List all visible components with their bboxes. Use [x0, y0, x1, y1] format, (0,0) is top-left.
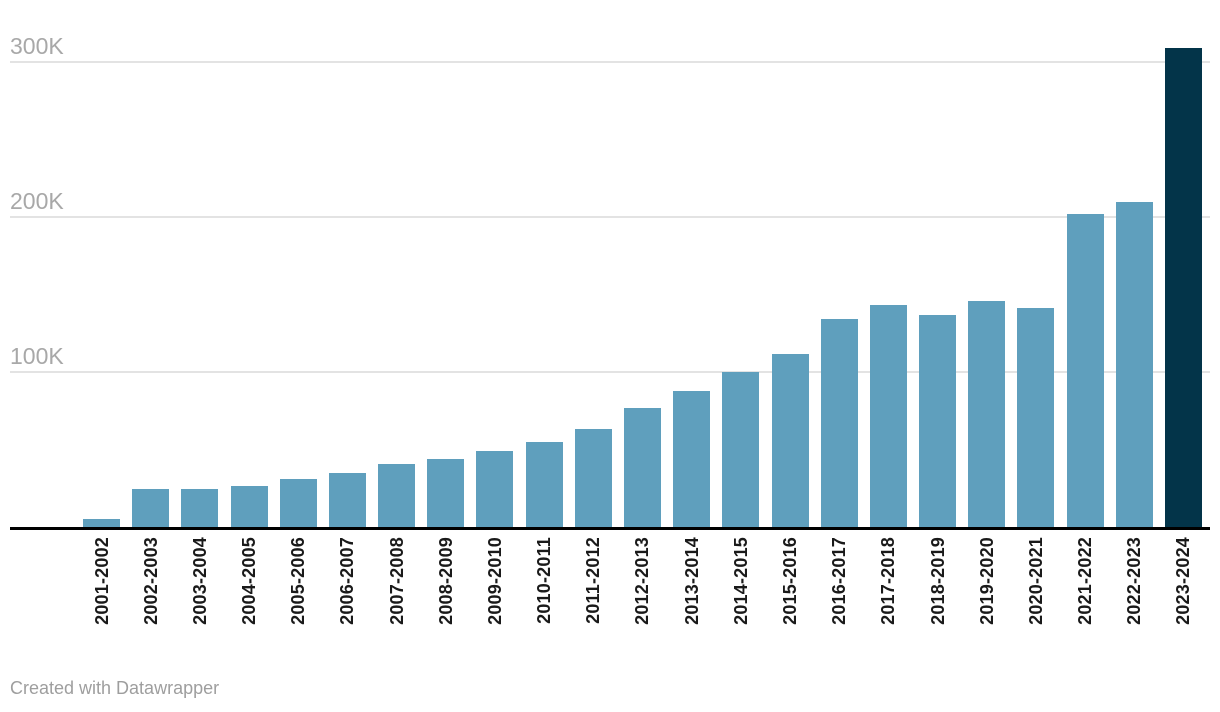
bar-2022-2023[interactable]	[1116, 201, 1153, 527]
x-tick-label-2002-2003: 2002-2003	[141, 537, 161, 625]
bar-2005-2006[interactable]	[280, 478, 317, 527]
gridline-300k	[10, 61, 1210, 63]
y-tick-label-200k: 200K	[10, 188, 64, 214]
x-tick-label-2023-2024: 2023-2024	[1173, 537, 1193, 625]
x-tick-label-2022-2023: 2022-2023	[1124, 537, 1144, 625]
x-tick-label-2015-2016: 2015-2016	[780, 537, 800, 625]
x-tick-label-2008-2009: 2008-2009	[436, 537, 456, 625]
x-tick-label-2013-2014: 2013-2014	[682, 537, 702, 625]
x-tick-label-2005-2006: 2005-2006	[288, 537, 308, 625]
bar-2010-2011[interactable]	[526, 441, 563, 527]
x-tick-label-2016-2017: 2016-2017	[829, 537, 849, 625]
x-tick-label-2019-2020: 2019-2020	[977, 537, 997, 625]
bar-2014-2015[interactable]	[722, 372, 759, 527]
y-tick-label-300k: 300K	[10, 33, 64, 59]
bar-2007-2008[interactable]	[378, 464, 415, 527]
bar-2004-2005[interactable]	[231, 485, 268, 527]
y-tick-label-100k: 100K	[10, 343, 64, 369]
x-tick-label-2012-2013: 2012-2013	[632, 537, 652, 625]
bar-2015-2016[interactable]	[772, 354, 809, 527]
x-tick-label-2006-2007: 2006-2007	[337, 537, 357, 625]
x-tick-label-2007-2008: 2007-2008	[387, 537, 407, 625]
bar-2003-2004[interactable]	[181, 489, 218, 527]
x-tick-label-2014-2015: 2014-2015	[731, 537, 751, 625]
x-tick-label-2018-2019: 2018-2019	[928, 537, 948, 625]
x-tick-label-2004-2005: 2004-2005	[239, 537, 259, 625]
x-tick-label-2003-2004: 2003-2004	[190, 537, 210, 625]
datawrapper-credit: Created with Datawrapper	[10, 678, 220, 698]
bar-2002-2003[interactable]	[132, 489, 169, 527]
x-tick-label-2020-2021: 2020-2021	[1026, 537, 1046, 625]
x-tick-label-2011-2012: 2011-2012	[583, 537, 603, 624]
bar-2021-2022[interactable]	[1067, 213, 1104, 527]
bar-2018-2019[interactable]	[919, 315, 956, 527]
x-tick-label-2010-2011: 2010-2011	[534, 537, 554, 624]
gridline-200k	[10, 216, 1210, 218]
x-tick-label-2021-2022: 2021-2022	[1075, 537, 1095, 625]
bar-2006-2007[interactable]	[329, 472, 366, 527]
bar-2019-2020[interactable]	[968, 301, 1005, 527]
x-axis-baseline	[10, 527, 1210, 530]
bar-2008-2009[interactable]	[427, 458, 464, 527]
bar-2020-2021[interactable]	[1017, 308, 1054, 527]
x-tick-label-2017-2018: 2017-2018	[878, 537, 898, 625]
x-tick-label-2009-2010: 2009-2010	[485, 537, 505, 625]
bar-2013-2014[interactable]	[673, 390, 710, 527]
x-tick-label-2001-2002: 2001-2002	[92, 537, 112, 625]
bar-2012-2013[interactable]	[624, 408, 661, 527]
bar-2001-2002[interactable]	[83, 519, 120, 527]
bar-2017-2018[interactable]	[870, 305, 907, 527]
gridline-100k	[10, 371, 1210, 373]
bar-2011-2012[interactable]	[575, 428, 612, 527]
bar-2023-2024[interactable]	[1165, 48, 1202, 527]
bar-2016-2017[interactable]	[821, 319, 858, 527]
bar-2009-2010[interactable]	[476, 451, 513, 527]
